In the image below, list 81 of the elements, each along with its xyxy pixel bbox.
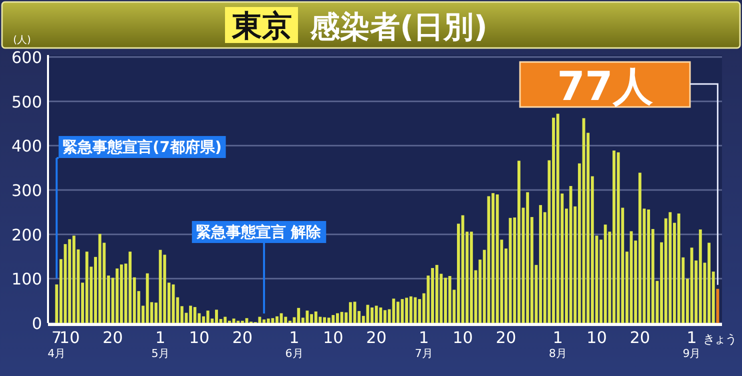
y-tick-label: 0 [32,314,42,333]
bar [258,316,262,323]
y-tick-label: 100 [11,270,42,289]
bar [284,316,288,323]
y-tick-label: 400 [11,136,42,156]
bar [310,314,314,323]
bar [172,284,175,323]
x-tick-label: 20 [630,328,650,347]
x-tick-label: 1 6月 [285,328,304,360]
x-tick-label: 1 5月 [151,328,170,360]
bar [189,306,192,323]
bar [405,298,408,323]
bar [616,152,620,323]
bar [271,318,274,323]
bar [232,318,236,323]
x-tick-label: 20 [232,328,253,347]
bar [68,239,72,323]
x-tick-label: 10 [189,328,210,347]
bar [716,288,720,323]
bar [266,318,270,323]
bar [470,232,473,323]
chart-subtitle: 感染者(日別) [309,10,488,45]
ref-line-label: 緊急事態宣言(7都府県) [62,138,222,156]
bar [366,304,370,323]
bar [392,298,396,323]
bar [400,299,404,323]
bar [569,186,572,323]
bar [647,210,650,323]
x-tick-label: 10 [322,328,344,347]
bar [128,252,132,323]
bar [526,192,530,323]
bar [72,236,76,323]
bar [496,194,499,323]
bar [146,273,149,323]
x-tick-label: きょう [703,332,736,346]
bar [698,229,702,323]
bar [348,302,352,323]
x-tick-label: 1 7月 [414,328,433,360]
bar [409,296,412,323]
x-tick-label: 10 [586,328,607,347]
bar [487,196,490,323]
bar [604,224,607,323]
bar [327,318,330,323]
y-axis-title: (人) [13,35,31,46]
bar [224,316,227,323]
y-tick-label: 300 [11,181,42,200]
bar [314,311,318,323]
x-tick-label: 1 8月 [548,328,567,360]
bar [556,114,560,323]
bar [517,160,520,323]
y-tick-label: 500 [11,92,42,112]
bar [280,313,283,323]
bar [435,264,438,323]
bar [508,218,512,323]
annotation: 77人 [557,64,654,110]
x-tick-label: 20 [366,328,387,347]
ref-line-label: 緊急事態宣言 解除 [196,223,322,241]
bar [120,264,123,323]
bar [116,268,119,323]
bar [193,307,196,323]
bar [668,212,672,323]
bar [98,234,102,323]
bar [340,312,344,323]
bar [85,252,88,323]
x-tick-label: 20 [496,328,516,347]
bar [158,250,162,323]
y-tick-label: 200 [11,225,42,244]
bar [374,306,378,323]
y-tick-label: 600 [11,48,42,67]
bar [379,307,382,323]
bar [638,172,642,323]
bar [448,276,452,323]
chart-title: 東京 [231,9,292,44]
bar [332,315,335,323]
x-tick-label: 1 9月 [682,328,701,360]
bar [677,213,680,323]
x-tick-label: 10 [59,328,80,347]
x-tick-label: 20 [102,328,123,347]
bar [206,310,210,323]
x-tick-label: 10 [452,328,473,347]
bar [297,308,300,323]
